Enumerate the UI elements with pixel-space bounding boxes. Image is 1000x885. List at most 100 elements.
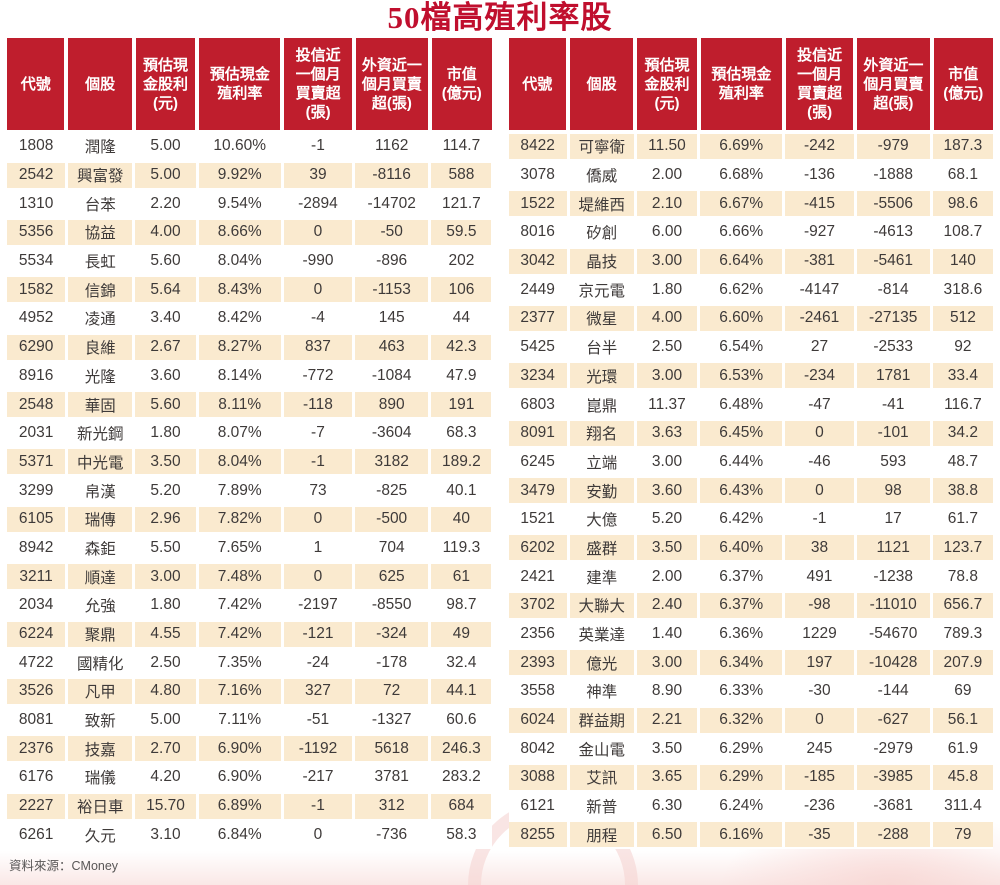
table-row: 1521 大億 5.20 6.42% -1 17 61.7 bbox=[509, 505, 994, 534]
table-row: 6224 聚鼎 4.55 7.42% -121 -324 49 bbox=[7, 620, 492, 649]
cell: 0 bbox=[785, 478, 854, 504]
cell: 6.00 bbox=[651, 223, 683, 241]
table-body: 8422 可寧衛 11.50 6.69% -242 -979 187.3 3078 僑威 2.00… bbox=[508, 132, 994, 849]
cell: -3681 bbox=[873, 797, 913, 815]
cell: 3182 bbox=[355, 449, 429, 475]
cell: -185 bbox=[785, 764, 854, 790]
cell: 3781 bbox=[374, 768, 409, 786]
stock-table-right: 代號 個股 預估現 金股利 (元) 預估現金 殖利率 投信近 一個月 買賣超 (張) 外資… bbox=[508, 38, 994, 850]
cell: -8550 bbox=[371, 596, 412, 614]
cell: 39 bbox=[283, 162, 353, 188]
column-header: 外資近一 個月買賣 超(張) bbox=[857, 38, 930, 130]
cell: 3.63 bbox=[636, 420, 698, 446]
cell: 5.00 bbox=[135, 162, 196, 188]
cell: 潤隆 bbox=[84, 139, 116, 157]
cell: -30 bbox=[808, 682, 831, 700]
table-row: 3078 僑威 2.00 6.68% -136 -1888 68.1 bbox=[509, 161, 994, 190]
cell: 8422 bbox=[508, 133, 567, 159]
cell: 3.50 bbox=[636, 535, 698, 561]
source-note: 資料來源：CMoney bbox=[9, 859, 119, 874]
table-row: 3299 帛漢 5.20 7.89% 73 -825 40.1 bbox=[7, 476, 492, 505]
cell: 2.21 bbox=[636, 707, 698, 733]
cell: -1 bbox=[283, 449, 353, 475]
table-row: 2548 華固 5.60 8.11% -118 890 191 bbox=[7, 390, 492, 419]
cell: 8.43% bbox=[198, 277, 281, 303]
column-header: 外資近一 個月買賣 超(張) bbox=[355, 38, 429, 130]
cell: -990 bbox=[302, 252, 334, 270]
cell: 凌通 bbox=[84, 311, 116, 329]
cell: 11.50 bbox=[636, 133, 698, 159]
cell: -2461 bbox=[785, 305, 854, 331]
column-header: 個股 bbox=[569, 38, 634, 130]
cell: 6.68% bbox=[719, 166, 764, 184]
cell: 4.20 bbox=[150, 768, 181, 786]
cell: 6.16% bbox=[700, 822, 783, 848]
cell: -118 bbox=[283, 392, 353, 418]
cell: 協益 bbox=[68, 219, 133, 245]
table-row: 8916 光隆 3.60 8.14% -772 -1084 47.9 bbox=[7, 362, 492, 391]
cell: 6.45% bbox=[700, 420, 783, 446]
cell: 684 bbox=[431, 793, 492, 819]
cell: -1327 bbox=[371, 711, 412, 729]
cell: -1084 bbox=[371, 366, 412, 384]
cell: 6.67% bbox=[700, 191, 783, 217]
cell: 6.29% bbox=[700, 764, 783, 790]
cell: 大億 bbox=[586, 512, 618, 530]
cell: 金山電 bbox=[578, 741, 626, 759]
cell: 4.55 bbox=[135, 621, 196, 647]
page-title: 50檔高殖利率股 bbox=[387, 0, 613, 35]
table-row: 2421 建準 2.00 6.37% 491 -1238 78.8 bbox=[509, 562, 994, 591]
cell: 瑞儀 bbox=[84, 770, 116, 788]
cell: 6.69% bbox=[700, 133, 783, 159]
cell: 7.48% bbox=[198, 564, 281, 590]
cell: 1.80 bbox=[651, 280, 683, 298]
cell: -178 bbox=[376, 653, 408, 671]
table-row: 2034 允強 1.80 7.42% -2197 -8550 98.7 bbox=[7, 591, 492, 620]
cell: 台半 bbox=[586, 340, 618, 358]
cell: 5.64 bbox=[135, 277, 196, 303]
table-row: 6803 崑鼎 11.37 6.48% -47 -41 116.7 bbox=[509, 390, 994, 419]
column-header: 投信近 一個月 買賣超 (張) bbox=[284, 38, 352, 130]
cell: 5.00 bbox=[150, 711, 181, 729]
cell: 98 bbox=[856, 478, 930, 504]
column-header: 預估現金 殖利率 bbox=[700, 38, 782, 130]
cell: 33.4 bbox=[932, 363, 993, 389]
cell: 123.7 bbox=[932, 535, 993, 561]
cell: 8091 bbox=[508, 420, 567, 446]
cell: 建準 bbox=[586, 569, 618, 587]
cell: 40 bbox=[431, 506, 492, 532]
cell: 億光 bbox=[569, 650, 634, 676]
table-row: 8942 森鉅 5.50 7.65% 1 704 119.3 bbox=[7, 534, 492, 563]
cell: 3088 bbox=[508, 764, 567, 790]
cell: 2.96 bbox=[135, 506, 196, 532]
column-header: 市值 (億元) bbox=[933, 38, 993, 130]
cell: 0 bbox=[313, 825, 323, 843]
cell: 2.50 bbox=[150, 653, 181, 671]
cell: 2.20 bbox=[150, 194, 181, 212]
cell: -1 bbox=[812, 510, 827, 528]
cell: 207.9 bbox=[932, 650, 993, 676]
cell: 6.40% bbox=[700, 535, 783, 561]
cell: -979 bbox=[856, 133, 930, 159]
cell: 0 bbox=[785, 420, 854, 446]
cell: 3.40 bbox=[150, 309, 181, 327]
cell: -2979 bbox=[873, 739, 913, 757]
cell: 4.80 bbox=[135, 678, 196, 704]
cell: -46 bbox=[808, 452, 831, 470]
cell: 光環 bbox=[569, 363, 634, 389]
cell: 3.60 bbox=[636, 478, 698, 504]
cell: 3.50 bbox=[651, 739, 683, 757]
cell: -41 bbox=[881, 395, 905, 413]
table-row: 2227 裕日車 15.70 6.89% -1 312 684 bbox=[7, 792, 492, 821]
cell: 6.29% bbox=[719, 739, 764, 757]
cell: 3558 bbox=[520, 682, 555, 700]
cell: -217 bbox=[302, 768, 334, 786]
cell: -10428 bbox=[856, 650, 930, 676]
cell: 6.32% bbox=[700, 707, 783, 733]
cell: 2393 bbox=[508, 650, 567, 676]
cell: 台苯 bbox=[84, 196, 116, 214]
cell: 44 bbox=[452, 309, 471, 327]
cell: 2421 bbox=[520, 567, 555, 585]
table-row: 6290 良維 2.67 8.27% 837 463 42.3 bbox=[7, 333, 492, 362]
